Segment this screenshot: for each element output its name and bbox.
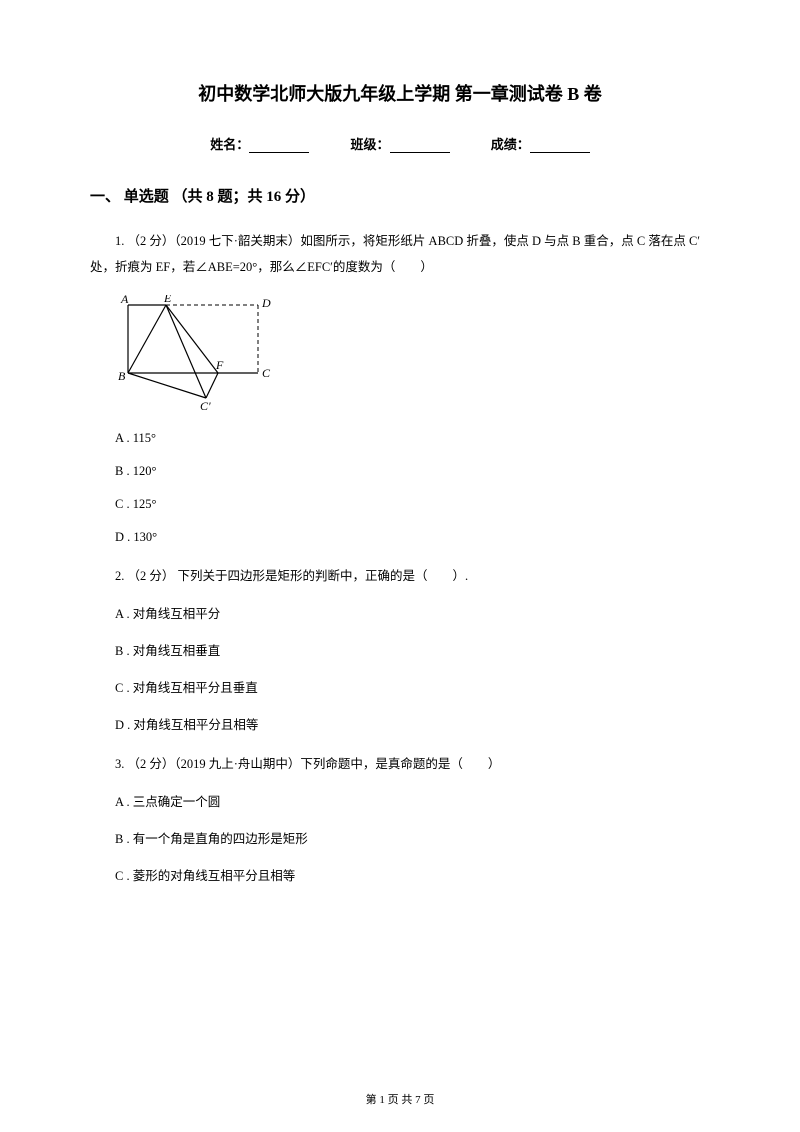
score-underline [530,139,590,153]
svg-text:E: E [163,295,172,305]
page-footer: 第 1 页 共 7 页 [0,1091,800,1107]
section-heading: 一、 单选题 （共 8 题；共 16 分） [90,185,710,206]
q1-option-b: B . 120° [90,464,710,479]
q2-option-c: C . 对角线互相平分且垂直 [90,677,710,696]
svg-text:D: D [261,296,271,310]
q1-diagram: A E D B F C C' [118,295,710,413]
class-underline [390,139,450,153]
q3-option-c: C . 菱形的对角线互相平分且相等 [90,865,710,884]
svg-text:C': C' [200,399,211,413]
svg-text:A: A [120,295,129,306]
svg-text:C: C [262,366,271,380]
info-line: 姓名： 班级： 成绩： [90,134,710,153]
q2-option-b: B . 对角线互相垂直 [90,640,710,659]
q1-option-c: C . 125° [90,497,710,512]
q2-option-d: D . 对角线互相平分且相等 [90,714,710,733]
q1-option-a: A . 115° [90,431,710,446]
name-label: 姓名： [210,134,249,153]
page-title: 初中数学北师大版九年级上学期 第一章测试卷 B 卷 [90,80,710,106]
q2-option-a: A . 对角线互相平分 [90,603,710,622]
name-underline [249,139,309,153]
question-3: 3. （2 分）（2019 九上·舟山期中）下列命题中，是真命题的是（ ） [90,751,710,777]
class-label: 班级： [350,134,389,153]
q3-option-b: B . 有一个角是直角的四边形是矩形 [90,828,710,847]
svg-text:F: F [215,358,224,372]
q1-option-d: D . 130° [90,530,710,545]
question-2: 2. （2 分） 下列关于四边形是矩形的判断中，正确的是（ ）. [90,563,710,589]
question-1: 1. （2 分）（2019 七下·韶关期末）如图所示，将矩形纸片 ABCD 折叠… [90,228,710,281]
q3-option-a: A . 三点确定一个圆 [90,791,710,810]
svg-text:B: B [118,369,126,383]
score-label: 成绩： [491,134,530,153]
